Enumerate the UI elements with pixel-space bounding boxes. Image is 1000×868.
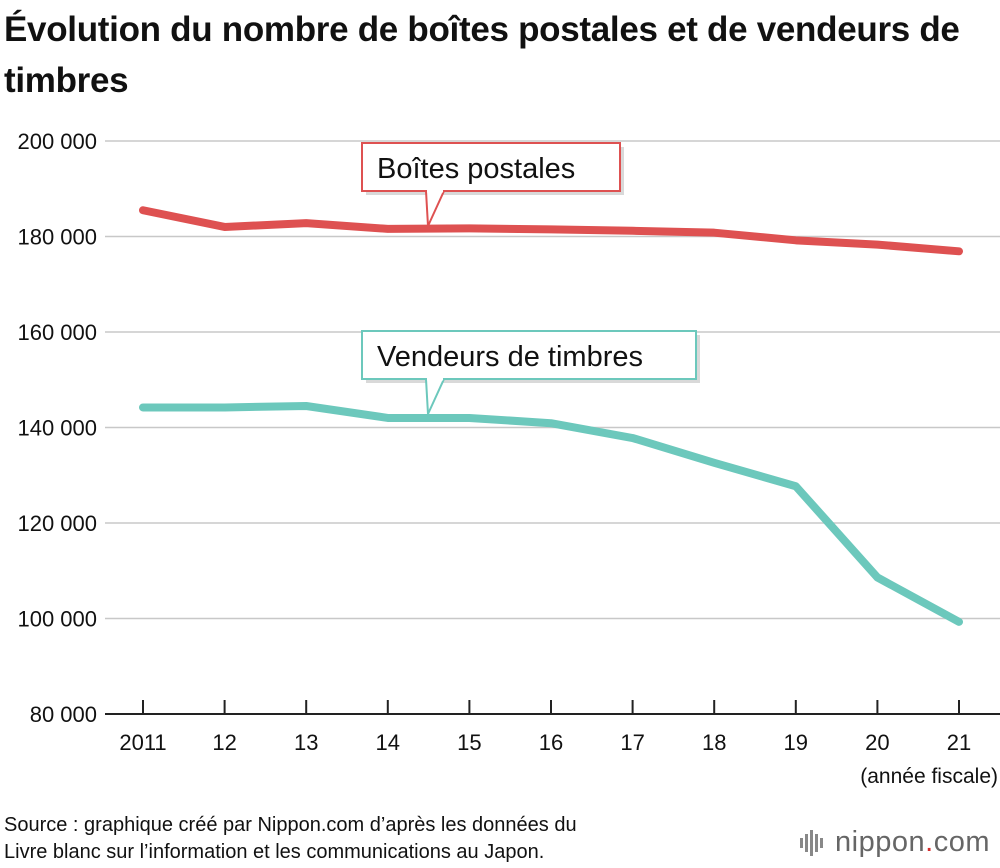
x-tick-label: 17 (620, 730, 644, 755)
x-axis-ticks: 2011 12 13 14 15 16 17 18 19 20 21 (119, 700, 971, 755)
y-axis-tick-labels: 80 000 100 000 120 000 140 000 160 000 180 00… (17, 129, 97, 727)
x-tick-label: 2011 (119, 730, 166, 755)
nippon-logo: nippon. com (800, 826, 990, 859)
callout-label-1: Vendeurs de timbres (377, 341, 643, 373)
x-tick-label: 19 (784, 730, 808, 755)
x-axis-label: (année fiscale) (860, 765, 998, 788)
source-line-1: Source : graphique créé par Nippon.com d… (4, 814, 577, 836)
y-tick-label: 100 000 (17, 607, 97, 632)
source-note: Source : graphique créé par Nippon.com d… (4, 812, 577, 866)
source-line-2: Livre blanc sur l’information et les com… (4, 841, 545, 863)
x-tick-label: 14 (376, 730, 400, 755)
x-tick-label: 15 (457, 730, 481, 755)
y-tick-label: 120 000 (17, 511, 97, 536)
y-tick-label: 140 000 (17, 416, 97, 441)
x-tick-label: 13 (294, 730, 318, 755)
logo-name: nippon (835, 826, 926, 858)
callout-0: Boîtes postales (361, 142, 624, 227)
y-tick-label: 80 000 (30, 702, 97, 727)
y-tick-label: 200 000 (17, 129, 97, 154)
x-tick-label: 18 (702, 730, 726, 755)
callout-label-0: Boîtes postales (377, 153, 575, 185)
callout-1: Vendeurs de timbres (361, 330, 700, 415)
series-line-1 (139, 402, 963, 626)
y-tick-label: 160 000 (17, 320, 97, 345)
x-tick-label: 20 (865, 730, 889, 755)
sound-bars-icon (800, 826, 825, 859)
y-tick-label: 180 000 (17, 225, 97, 250)
series-line-0 (139, 206, 963, 256)
x-tick-label: 12 (212, 730, 236, 755)
series-lines (139, 206, 963, 626)
x-tick-label: 21 (947, 730, 971, 755)
series-callouts: Boîtes postales Vendeurs de timbres (361, 142, 700, 415)
line-chart: 80 000 100 000 120 000 140 000 160 000 180 00… (17, 129, 1000, 788)
logo-suffix: com (933, 826, 990, 858)
x-tick-label: 16 (539, 730, 563, 755)
chart-title: Évolution du nombre de boîtes postales e… (4, 10, 960, 100)
logo-dot: . (925, 826, 934, 858)
